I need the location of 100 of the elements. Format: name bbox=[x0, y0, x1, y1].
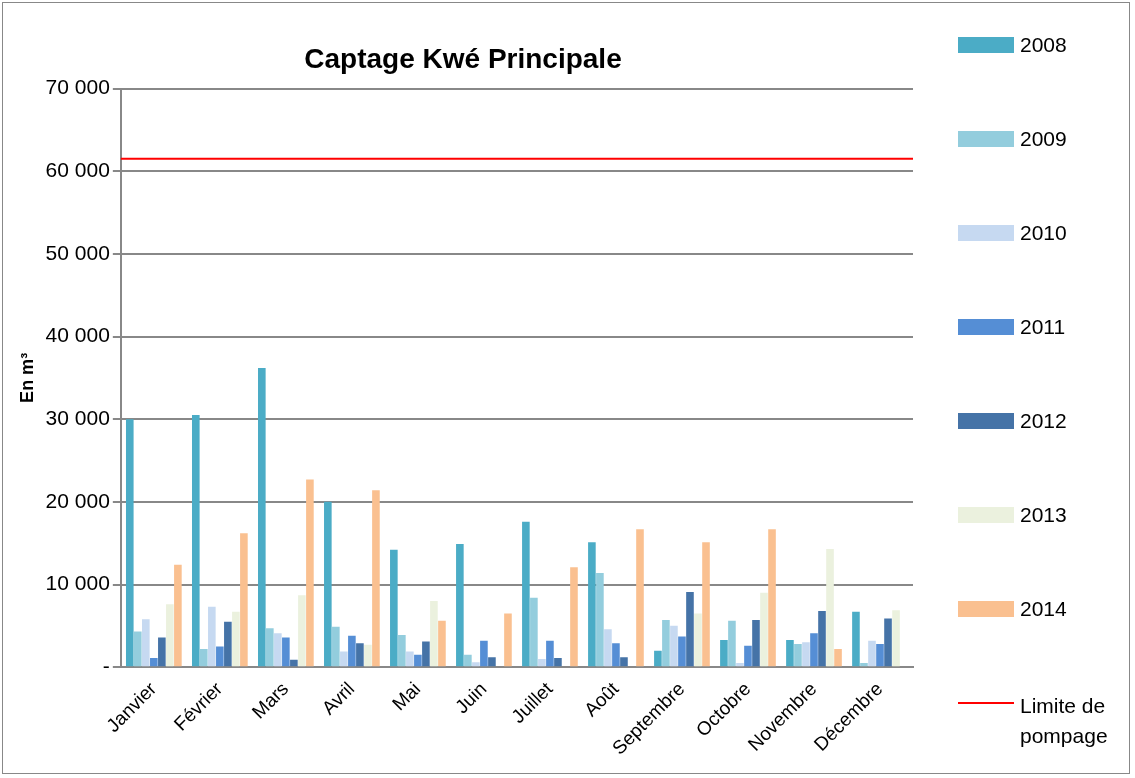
bar bbox=[258, 367, 266, 667]
bar bbox=[240, 533, 248, 667]
bar bbox=[612, 643, 620, 667]
bar bbox=[736, 663, 744, 667]
bar bbox=[654, 650, 662, 667]
bar bbox=[876, 644, 884, 667]
bar bbox=[150, 658, 158, 667]
bar bbox=[852, 611, 860, 667]
bar bbox=[522, 521, 530, 667]
bar bbox=[324, 501, 332, 667]
bar bbox=[134, 631, 142, 667]
y-tick-label: 60 000 bbox=[45, 158, 110, 182]
bar bbox=[480, 640, 488, 667]
bar bbox=[142, 619, 150, 667]
bar bbox=[504, 613, 512, 667]
bar bbox=[364, 644, 372, 667]
bar bbox=[298, 595, 306, 667]
bar bbox=[422, 641, 430, 667]
bar bbox=[596, 572, 604, 667]
y-tick-label: 30 000 bbox=[45, 406, 110, 429]
bar bbox=[208, 606, 216, 667]
legend-label: 2008 bbox=[1020, 33, 1067, 57]
bar bbox=[125, 419, 134, 667]
bar bbox=[802, 642, 810, 667]
bar bbox=[200, 648, 208, 667]
y-tick-label: 10 000 bbox=[45, 571, 110, 595]
bar bbox=[570, 567, 578, 667]
bar bbox=[546, 640, 554, 667]
bar bbox=[406, 651, 414, 667]
bar bbox=[166, 604, 174, 667]
bar bbox=[728, 620, 736, 667]
bar bbox=[702, 542, 710, 667]
bar bbox=[488, 657, 496, 667]
bar bbox=[744, 645, 752, 667]
bar bbox=[662, 620, 670, 667]
bar bbox=[456, 544, 464, 667]
bar bbox=[232, 611, 240, 667]
x-tick-label: Juin bbox=[450, 677, 491, 718]
bar bbox=[192, 415, 200, 667]
legend-label: 2014 bbox=[1020, 597, 1067, 621]
bar bbox=[884, 618, 892, 667]
bar bbox=[554, 658, 562, 667]
bar bbox=[430, 601, 438, 667]
bar bbox=[216, 646, 224, 667]
bar bbox=[786, 639, 794, 667]
bar bbox=[768, 529, 776, 667]
bar bbox=[620, 657, 628, 667]
bar bbox=[694, 613, 702, 667]
bar bbox=[290, 659, 298, 667]
chart-title: Captage Kwé Principale bbox=[304, 42, 622, 74]
bar bbox=[794, 644, 802, 667]
bar bbox=[266, 628, 274, 667]
bar bbox=[818, 610, 826, 667]
legend-label: 2009 bbox=[1020, 127, 1067, 151]
bar bbox=[332, 626, 340, 667]
y-tick-label: - bbox=[102, 653, 110, 677]
y-tick-label: 70 000 bbox=[45, 75, 110, 99]
bar bbox=[752, 620, 760, 667]
bar bbox=[390, 549, 398, 667]
legend-label: 2010 bbox=[1020, 221, 1067, 245]
bar bbox=[678, 636, 686, 667]
bar bbox=[826, 548, 834, 667]
bar bbox=[224, 621, 232, 667]
bar bbox=[356, 643, 364, 667]
bar bbox=[464, 654, 472, 667]
bar bbox=[760, 592, 768, 667]
bar bbox=[686, 591, 694, 667]
y-axis-title: En m³ bbox=[16, 352, 37, 403]
bar bbox=[348, 635, 356, 667]
bar bbox=[398, 634, 406, 667]
legend-label: 2013 bbox=[1020, 503, 1067, 527]
legend-label: 2012 bbox=[1020, 409, 1067, 433]
bar bbox=[720, 639, 728, 667]
bar bbox=[158, 637, 166, 667]
bar bbox=[274, 633, 282, 667]
legend-label: Limite de pompage bbox=[1020, 693, 1109, 749]
bar bbox=[414, 654, 422, 667]
bar bbox=[306, 479, 314, 667]
bar bbox=[472, 662, 480, 667]
y-tick-label: 50 000 bbox=[45, 240, 110, 264]
bar bbox=[588, 542, 596, 667]
x-tick-label: Mai bbox=[387, 677, 425, 715]
bar bbox=[174, 564, 182, 667]
bar bbox=[860, 663, 868, 667]
bar bbox=[340, 651, 348, 667]
bar bbox=[810, 633, 818, 667]
bar bbox=[438, 620, 446, 667]
bar bbox=[372, 490, 380, 667]
bar bbox=[604, 629, 612, 667]
bar bbox=[670, 625, 678, 667]
legend-label: 2011 bbox=[1020, 315, 1066, 339]
bar bbox=[868, 640, 876, 667]
bar bbox=[834, 648, 842, 667]
bar bbox=[538, 658, 546, 667]
bar bbox=[636, 529, 644, 667]
bar bbox=[530, 597, 538, 667]
bar bbox=[892, 610, 900, 667]
y-tick-label: 20 000 bbox=[45, 488, 110, 512]
bar bbox=[282, 637, 290, 667]
y-tick-label: 40 000 bbox=[45, 323, 110, 347]
